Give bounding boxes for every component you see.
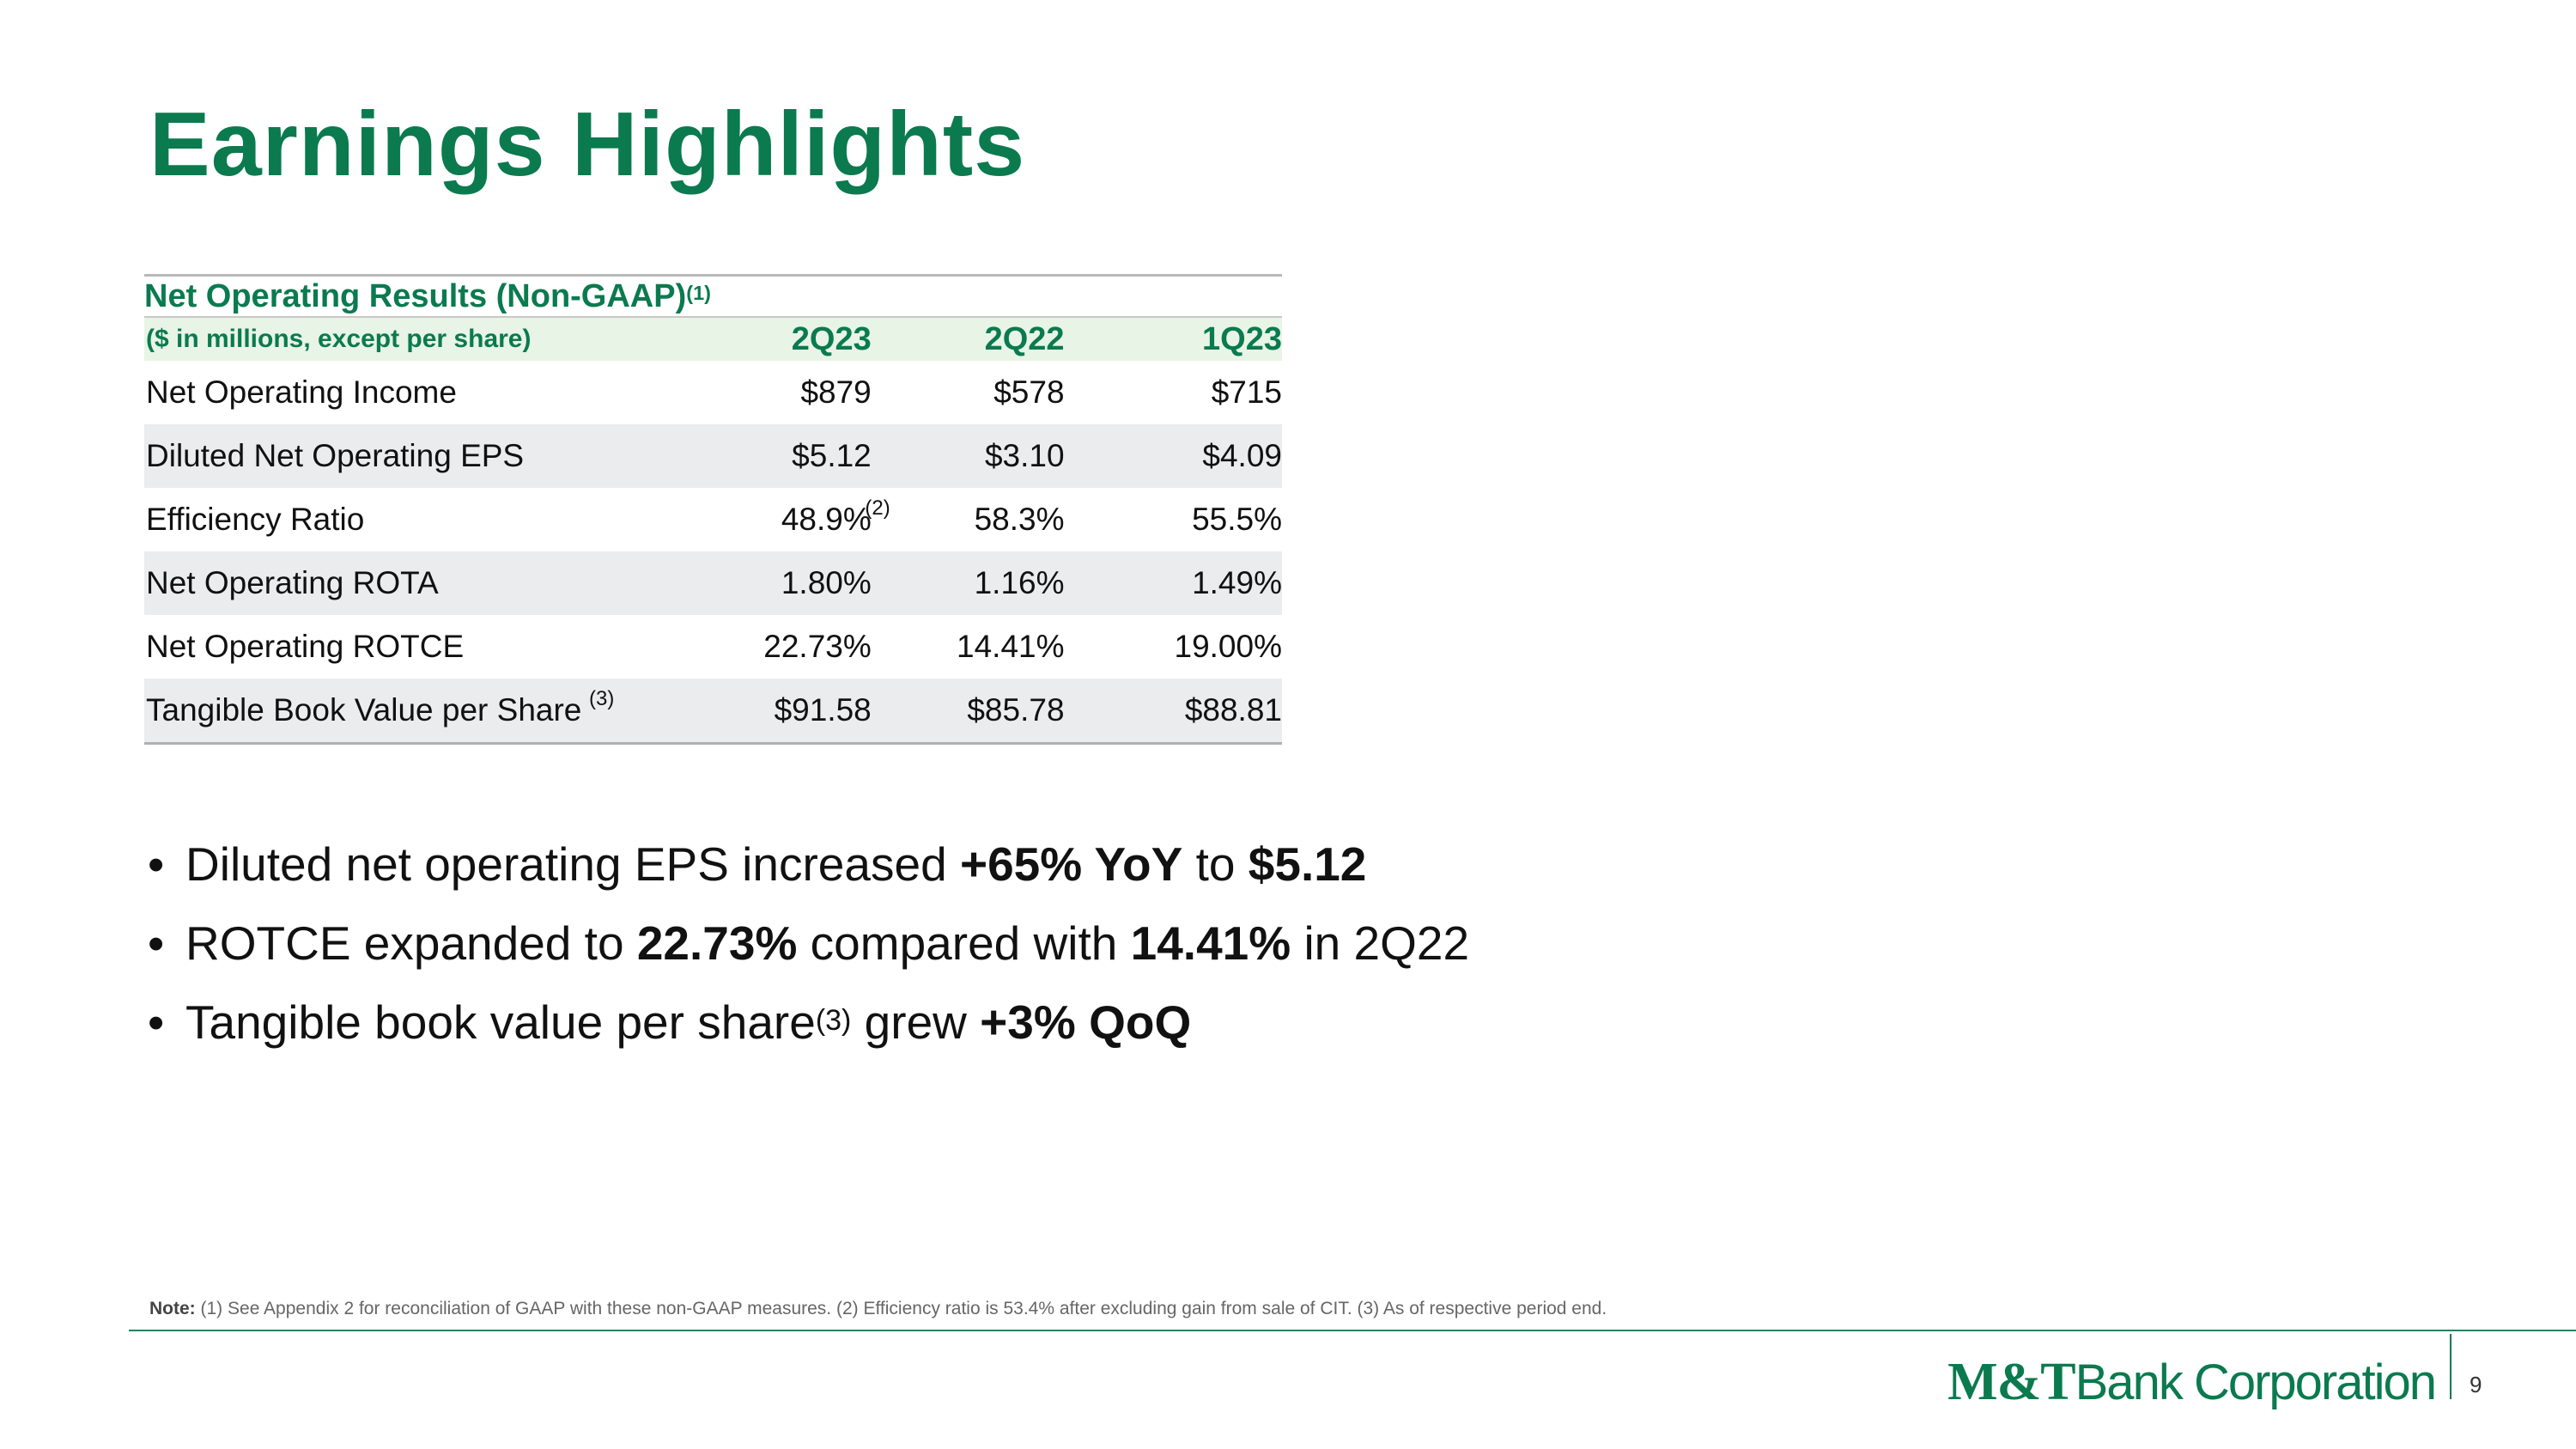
logo-text: Bank Corporation <box>2075 1355 2437 1410</box>
column-header-2q22: 2Q22 <box>984 320 1065 357</box>
cell-2q23: $91.58 <box>774 692 872 728</box>
cell-2q23: $879 <box>800 374 872 410</box>
row-label: Diluted Net Operating EPS <box>146 438 525 473</box>
table-row: Diluted Net Operating EPS $5.12 $3.10 $4… <box>144 424 1282 488</box>
column-header-2q23: 2Q23 <box>791 320 872 357</box>
bullet-text: to <box>1182 837 1249 891</box>
cell-2q23: 22.73% <box>763 629 872 664</box>
bullet-emphasis: $5.12 <box>1248 837 1367 891</box>
bullet-emphasis: +65% YoY <box>959 837 1183 891</box>
cell-2q23-value: 48.9% <box>781 502 872 537</box>
logo-divider <box>2450 1334 2451 1399</box>
cell-1q23: $88.81 <box>1184 692 1282 728</box>
row-label: Tangible Book Value per Share (3) <box>144 687 678 728</box>
bullet-glyph: • <box>148 995 165 1049</box>
cell-1q23: $715 <box>1211 374 1282 410</box>
cell-1q23: $4.09 <box>1202 438 1282 473</box>
footnote-label: Note: <box>149 1299 196 1318</box>
bullet-glyph: • <box>148 916 165 970</box>
list-item: • Tangible book value per share(3) grew +… <box>148 983 1469 1062</box>
cell-1q23: 1.49% <box>1192 565 1282 600</box>
bullet-footnote: (3) <box>815 1004 852 1037</box>
footer-rule <box>129 1330 2576 1331</box>
table-heading-text: Net Operating Results (Non-GAAP) <box>144 277 687 314</box>
table-row: Net Operating Income $879 $578 $715 <box>144 361 1282 424</box>
bullet-emphasis: +3% QoQ <box>980 995 1192 1049</box>
bullet-text: Diluted net operating EPS increased <box>185 837 960 891</box>
list-item: • Diluted net operating EPS increased +65… <box>148 825 1469 904</box>
row-label: Net Operating ROTCE <box>146 629 465 664</box>
efficiency-ratio-footnote: (2) <box>865 496 890 520</box>
slide-title: Earnings Highlights <box>149 94 1026 195</box>
cell-2q22: $578 <box>993 374 1065 410</box>
bullet-text: in 2Q22 <box>1291 916 1470 970</box>
bullet-text: compared with <box>797 916 1131 970</box>
cell-1q23: 19.00% <box>1174 629 1283 664</box>
table-bottom-rule <box>144 742 1282 745</box>
bullet-emphasis: 14.41% <box>1130 916 1291 970</box>
cell-2q23: 48.9% (2) <box>678 496 890 538</box>
cell-2q23: 1.80% <box>781 565 872 600</box>
table-heading: Net Operating Results (Non-GAAP) (1) <box>144 277 1282 316</box>
cell-2q22: 14.41% <box>957 629 1065 664</box>
table-heading-footnote: (1) <box>686 281 712 304</box>
row-label: Net Operating Income <box>146 374 457 410</box>
bullet-text: Tangible book value per share <box>185 995 816 1049</box>
list-item: • ROTCE expanded to 22.73% compared with … <box>148 904 1469 983</box>
table-row: Net Operating ROTCE 22.73% 14.41% 19.00% <box>144 615 1282 679</box>
units-label: ($ in millions, except per share) <box>146 325 532 353</box>
cell-2q22: 1.16% <box>974 565 1065 600</box>
row-label-text: Tangible Book Value per Share <box>146 692 582 728</box>
tangible-book-footnote: (3) <box>589 687 615 710</box>
cell-2q22: $85.78 <box>967 692 1065 728</box>
table-row: Efficiency Ratio 48.9% (2) 58.3% 55.5% <box>144 488 1282 551</box>
table-top-rule <box>144 274 1282 277</box>
bullet-text: ROTCE expanded to <box>185 916 637 970</box>
logo-brand: M&T <box>1947 1353 2076 1411</box>
footnote-text: (1) See Appendix 2 for reconciliation of… <box>195 1299 1607 1318</box>
cell-2q22: $3.10 <box>984 438 1065 473</box>
row-label: Net Operating ROTA <box>146 565 439 600</box>
page-number: 9 <box>2470 1372 2482 1397</box>
table-header-row: ($ in millions, except per share) 2Q23 2… <box>144 316 1282 361</box>
cell-2q23: $5.12 <box>792 438 872 473</box>
bullet-emphasis: 22.73% <box>636 916 798 970</box>
bullet-glyph: • <box>148 837 165 891</box>
cell-1q23: 55.5% <box>1192 502 1282 537</box>
row-label: Efficiency Ratio <box>146 502 365 537</box>
table-row: Tangible Book Value per Share (3) $91.58 … <box>144 679 1282 742</box>
highlights-list: • Diluted net operating EPS increased +65… <box>148 825 1469 1062</box>
net-operating-results-table: Net Operating Results (Non-GAAP) (1) ($ i… <box>144 274 1282 745</box>
mt-bank-logo: M&TBank Corporation <box>1947 1352 2437 1413</box>
bullet-text: grew <box>851 995 981 1049</box>
table-row: Net Operating ROTA 1.80% 1.16% 1.49% <box>144 551 1282 615</box>
footnote: Note: (1) See Appendix 2 for reconciliat… <box>149 1299 1607 1319</box>
cell-2q22: 58.3% <box>974 502 1065 537</box>
column-header-1q23: 1Q23 <box>1202 320 1282 357</box>
